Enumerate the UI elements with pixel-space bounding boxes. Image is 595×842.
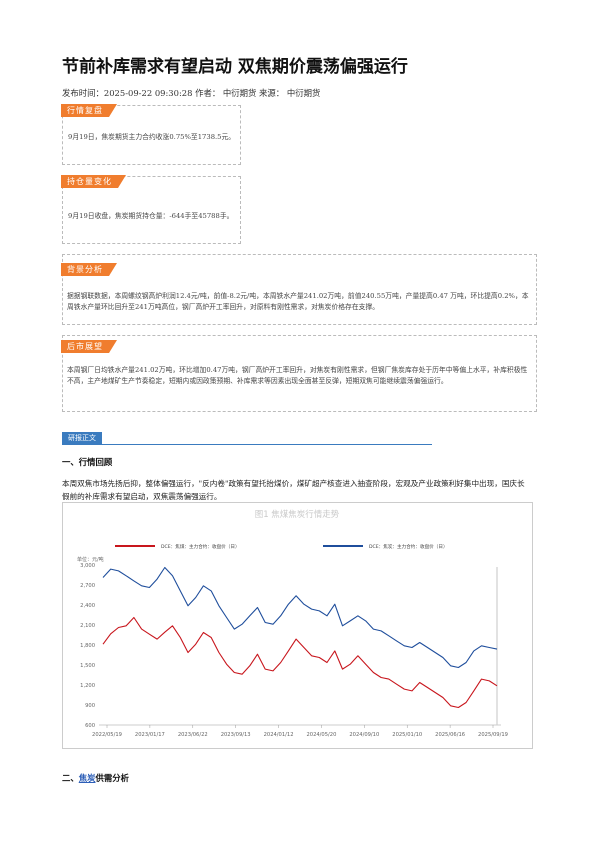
- y-axis-label: 单位：元/吨: [77, 556, 104, 563]
- y-tick-label: 2,400: [80, 603, 95, 609]
- y-tick-label: 1,200: [80, 683, 95, 689]
- x-tick-label: 2024/01/12: [264, 732, 294, 738]
- paragraph-1: 本周双焦市场先扬后抑，整体偏强运行，"反内卷"政策有望托抬煤价，煤矿超产核查进入…: [62, 479, 525, 501]
- divider: [62, 444, 432, 445]
- outlook-text: 本周钢厂日均铁水产量241.02万吨，环比增加0.47万吨，钢厂高炉开工率回升，…: [67, 366, 528, 385]
- legend-label: DCE：焦煤：主力合约：收盘价（日）: [161, 543, 240, 550]
- x-tick-label: 2023/01/17: [135, 732, 165, 738]
- y-tick-label: 900: [85, 703, 95, 709]
- article-meta: 发布时间：2025-09-22 09:30:28 作者： 中衍期货 来源： 中衍…: [62, 88, 321, 98]
- outlook-tag: 后市展望: [61, 340, 117, 353]
- x-tick-label: 2022/05/19: [92, 732, 122, 738]
- article-title: 节前补库需求有望启动 双焦期价震荡偏强运行: [62, 57, 408, 77]
- y-tick-label: 2,700: [80, 583, 95, 589]
- position-text: 9月19日收盘，焦炭期货持仓量：-644手至45788手。: [68, 212, 234, 220]
- review-tag: 行情复盘: [61, 104, 117, 117]
- position-tag: 持仓量变化: [61, 175, 126, 188]
- y-tick-label: 2,100: [80, 623, 95, 629]
- y-tick-label: 600: [85, 723, 95, 729]
- review-text: 9月19日，焦炭期货主力合约收涨0.75%至1738.5元。: [68, 133, 236, 141]
- y-tick-label: 1,800: [80, 643, 95, 649]
- report-tag: 研报正文: [62, 432, 102, 444]
- chart-svg: 图1 焦煤焦炭行情走势 DCE：焦煤：主力合约：收盘价（日） DCE：焦炭：主力合约…: [77, 509, 508, 738]
- section-title-1: 一、行情回顾: [62, 457, 113, 467]
- series-line: [102, 616, 498, 709]
- coke-link[interactable]: 焦炭: [78, 773, 96, 783]
- x-tick-label: 2025/06/16: [435, 732, 465, 738]
- y-tick-label: 1,500: [80, 663, 95, 669]
- outlook-box: 后市展望 本周钢厂日均铁水产量241.02万吨，环比增加0.47万吨，钢厂高炉开…: [62, 335, 537, 412]
- price-chart: 图1 焦煤焦炭行情走势 DCE：焦煤：主力合约：收盘价（日） DCE：焦炭：主力合约…: [62, 502, 533, 749]
- x-tick-label: 2025/09/19: [478, 732, 508, 738]
- chart-title: 图1 焦煤焦炭行情走势: [255, 509, 340, 520]
- x-tick-label: 2024/09/10: [349, 732, 379, 738]
- x-tick-label: 2025/01/10: [392, 732, 422, 738]
- x-tick-label: 2023/06/22: [178, 732, 208, 738]
- background-box: 背景分析 据据钢联数据，本周螺纹钢高炉利润12.4元/吨，前值-8.2元/吨，本…: [62, 254, 537, 325]
- section-2-suffix: 供需分析: [95, 773, 130, 783]
- position-box: 持仓量变化 9月19日收盘，焦炭期货持仓量：-644手至45788手。: [62, 176, 241, 244]
- x-tick-label: 2024/05/20: [306, 732, 336, 738]
- x-tick-label: 2023/09/13: [221, 732, 251, 738]
- background-text: 据据钢联数据，本周螺纹钢高炉利润12.4元/吨，前值-8.2元/吨，本周铁水产量…: [67, 292, 529, 311]
- y-tick-label: 3,000: [80, 563, 95, 569]
- section-2-prefix: 二、: [62, 773, 79, 783]
- review-box: 行情复盘 9月19日，焦炭期货主力合约收涨0.75%至1738.5元。: [62, 105, 241, 165]
- section-title-2: 二、焦炭供需分析: [62, 772, 129, 784]
- series-line: [102, 566, 498, 669]
- legend-label: DCE：焦炭：主力合约：收盘价（日）: [369, 543, 448, 550]
- background-tag: 背景分析: [61, 263, 117, 276]
